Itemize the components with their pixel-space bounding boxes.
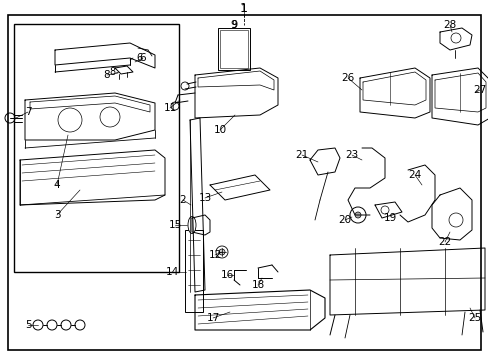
Text: 25: 25	[468, 313, 481, 323]
Text: 7: 7	[24, 107, 31, 117]
Text: 4: 4	[54, 180, 60, 190]
Text: 6: 6	[140, 53, 146, 63]
Bar	[218, 28, 249, 70]
Text: 24: 24	[407, 170, 421, 180]
Text: 9: 9	[230, 20, 237, 30]
Text: 18: 18	[251, 280, 264, 290]
Text: 2: 2	[179, 195, 186, 205]
Text: 1: 1	[240, 3, 247, 15]
Text: 14: 14	[165, 267, 178, 277]
Text: 21: 21	[295, 150, 308, 160]
Circle shape	[219, 249, 224, 255]
Text: 16: 16	[220, 270, 233, 280]
Text: 20: 20	[338, 215, 351, 225]
Text: 28: 28	[443, 20, 456, 30]
Text: 17: 17	[206, 313, 219, 323]
Text: 23: 23	[345, 150, 358, 160]
Text: 5: 5	[24, 320, 31, 330]
Circle shape	[354, 212, 360, 218]
Text: 3: 3	[54, 210, 60, 220]
Text: 8: 8	[103, 70, 110, 80]
Text: 26: 26	[341, 73, 354, 83]
Bar	[184, 230, 203, 312]
Text: 10: 10	[213, 125, 226, 135]
Text: 9: 9	[230, 20, 237, 30]
Text: 6: 6	[136, 53, 142, 63]
Ellipse shape	[187, 216, 196, 234]
Text: 12: 12	[208, 250, 221, 260]
Text: 15: 15	[168, 220, 181, 230]
Text: 11: 11	[163, 103, 176, 113]
Text: 19: 19	[383, 213, 396, 223]
Text: 13: 13	[198, 193, 211, 203]
Text: 27: 27	[472, 85, 486, 95]
Text: 8: 8	[109, 67, 115, 77]
Bar	[220, 30, 247, 68]
Text: 1: 1	[240, 4, 247, 14]
Bar	[14, 24, 179, 272]
Text: 22: 22	[437, 237, 451, 247]
